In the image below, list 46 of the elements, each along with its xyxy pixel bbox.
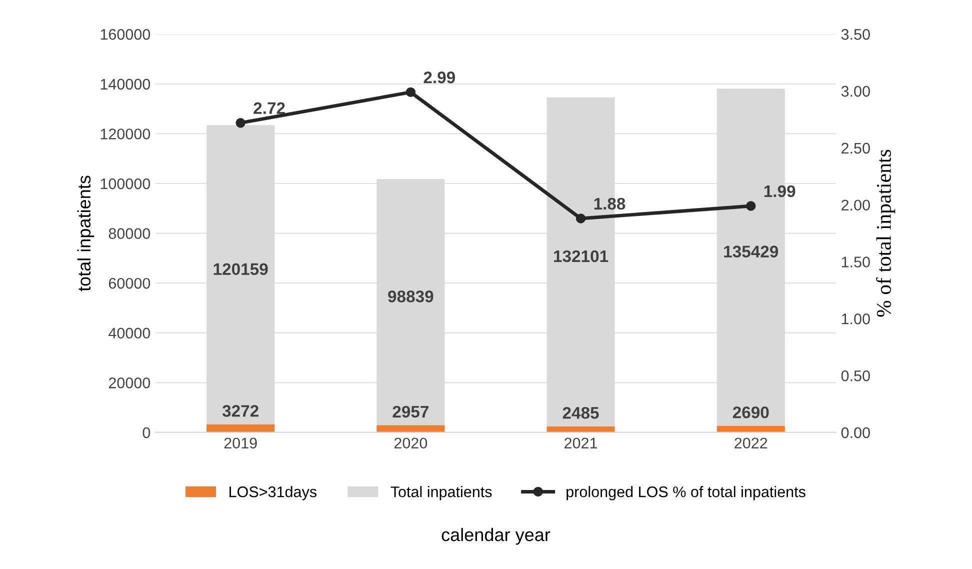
x-tick-label: 2019 [224, 438, 257, 449]
bar [376, 425, 445, 432]
data-label: 135429 [724, 246, 778, 258]
y2-tick-label: 1.50 [842, 256, 870, 268]
point [576, 214, 586, 224]
y2-tick-label: 0.50 [841, 370, 870, 382]
legend-label: prolonged LOS % of total inpatients [566, 486, 806, 500]
y2-tick-label: 2.00 [842, 200, 870, 211]
y-tick-label: 80000 [108, 228, 150, 239]
y-tick-label: 20000 [108, 378, 150, 388]
y-axis-title: total inpatients [77, 176, 94, 292]
x-tick-label: 2022 [734, 438, 768, 449]
data-label: 120159 [214, 263, 268, 276]
x-axis-title: calendar year [442, 528, 550, 545]
data-label: 3272 [222, 405, 258, 417]
bar [716, 426, 785, 432]
y-tick-label: 0 [142, 427, 150, 438]
data-label: 98839 [388, 290, 434, 302]
y2-tick-label: 3.00 [841, 86, 870, 97]
data-label: 2.72 [254, 102, 285, 114]
point [406, 87, 416, 98]
data-label: 2957 [392, 406, 428, 418]
y-tick-label: 40000 [108, 328, 150, 339]
bar [206, 424, 275, 432]
y2-tick-label: 2.50 [842, 142, 870, 154]
y-tick-label: 100000 [100, 178, 150, 190]
y-tick-label: 120000 [100, 128, 150, 140]
x-tick-label: 2020 [394, 438, 428, 449]
x-tick-label: 2021 [564, 438, 598, 449]
y-tick-label: 160000 [100, 29, 150, 40]
data-label: 132101 [554, 250, 608, 262]
data-label: 1.99 [764, 185, 796, 198]
y2-tick-label: 3.50 [841, 29, 870, 40]
data-label: 2485 [562, 406, 599, 419]
point [236, 118, 246, 128]
y2-tick-label: 1.00 [842, 314, 870, 324]
legend-label: Total inpatients [390, 486, 492, 500]
data-label: 2.99 [424, 72, 455, 84]
y-tick-label: 60000 [108, 278, 150, 289]
y2-axis-title: % of total inpatients [876, 150, 896, 317]
legend-label: LOS>31days [230, 486, 316, 500]
y2-tick-label: 0.00 [841, 427, 870, 438]
data-label: 2690 [732, 406, 769, 418]
data-label: 1.88 [594, 198, 626, 210]
y-tick-label: 140000 [100, 78, 150, 90]
point [746, 201, 756, 211]
